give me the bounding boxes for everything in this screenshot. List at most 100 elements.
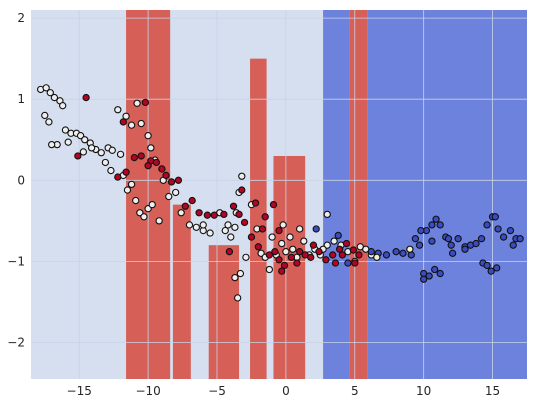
blue-point-37 [420,275,428,283]
white-point-29 [107,166,115,175]
red-point-12 [181,202,189,210]
blue-point-39 [509,241,517,249]
white-point-90 [221,226,229,235]
red-point-33 [322,256,330,264]
white-point-23 [144,132,152,140]
red-point-50 [338,251,347,259]
blue-point-29 [436,269,444,278]
white-point-26 [79,148,88,156]
white-point-15 [97,149,105,157]
x-tick-label-6: 15 [485,384,500,398]
blue-point-6 [415,241,424,249]
white-point-44 [165,192,173,201]
white-point-91 [199,221,207,229]
blue-point-36 [312,225,320,233]
white-point-42 [155,217,163,225]
blue-point-25 [417,226,425,235]
blue-point-8 [428,221,436,229]
white-point-24 [147,144,155,152]
blue-point-4 [399,249,407,257]
white-point-79 [231,273,239,282]
white-point-41 [148,200,156,209]
y-tick-label-4: 2 [17,11,25,25]
white-point-45 [172,188,180,197]
white-point-84 [265,265,274,274]
white-point-18 [114,106,122,114]
white-point-33 [116,150,125,159]
x-tick-label-4: 5 [351,384,359,398]
red-point-40 [251,199,260,207]
y-axis-tick-labels: −2 −1 0 1 2 [7,11,25,349]
red-point-39 [351,259,359,267]
blue-point-31 [487,267,495,275]
red-region-2 [208,245,240,379]
blue-point-34 [448,249,457,257]
cream-point-1 [373,253,381,262]
blue-point-32 [493,264,501,272]
white-point-28 [101,158,110,167]
red-point-28 [287,253,296,262]
y-tick-label-1: −1 [7,254,25,268]
white-point-78 [234,294,242,302]
blue-point-13 [454,235,462,243]
blue-point-43 [344,259,352,267]
blue-point-21 [499,233,508,241]
red-region-1 [172,204,191,379]
white-point-47 [185,221,194,229]
blue-point-2 [382,251,391,259]
white-point-80 [236,269,245,278]
blue-point-27 [425,272,433,280]
red-point-38 [355,251,363,259]
cream-point-0 [406,245,414,253]
red-point-20 [240,218,249,227]
x-tick-label-2: −5 [208,384,226,398]
x-axis-tick-labels: −15 −10 −5 0 5 10 15 [67,384,501,398]
red-point-9 [162,171,170,180]
y-tick-label-2: 0 [17,173,25,187]
blue-point-17 [477,235,486,243]
red-point-29 [296,248,304,256]
red-point-14 [195,209,203,217]
white-point-20 [127,121,136,129]
white-point-22 [137,119,145,128]
blue-point-20 [494,225,502,233]
white-point-81 [242,253,250,262]
red-point-0 [82,93,90,102]
red-point-26 [275,256,283,264]
red-point-18 [229,202,238,210]
white-point-62 [278,239,286,248]
red-point-11 [174,176,183,184]
blue-region-0 [323,10,350,379]
blue-point-3 [392,248,400,256]
y-tick-label-3: 1 [17,92,25,106]
red-point-16 [210,211,218,219]
white-point-60 [268,233,276,241]
red-point-32 [315,248,323,256]
red-point-3 [119,118,127,126]
white-point-52 [224,221,232,229]
blue-point-0 [367,248,375,256]
x-tick-label-5: 10 [416,384,431,398]
red-point-1 [74,152,82,160]
red-point-5 [141,98,150,107]
white-point-85 [279,221,287,229]
white-point-17 [108,146,116,154]
white-point-50 [206,229,214,237]
x-tick-label-3: 0 [282,384,290,398]
red-point-35 [335,245,344,253]
white-point-86 [286,233,294,241]
plot-area [31,10,527,379]
white-point-19 [122,112,130,120]
blue-point-12 [447,241,455,249]
white-point-87 [296,225,304,233]
white-point-55 [238,172,246,180]
red-point-17 [220,210,228,219]
white-point-37 [132,196,140,205]
white-point-1 [42,84,50,92]
blue-point-44 [334,231,342,240]
blue-region-1 [367,10,527,379]
red-point-52 [278,267,286,275]
white-point-71 [330,237,338,245]
x-tick-label-1: −10 [135,384,160,398]
